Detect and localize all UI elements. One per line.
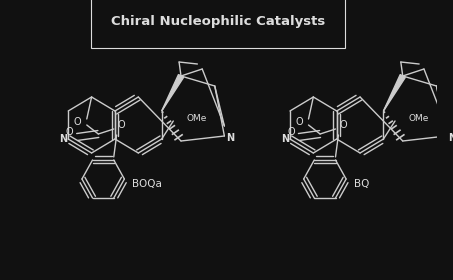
Text: OMe: OMe [409, 113, 429, 123]
Text: N: N [226, 133, 234, 143]
Text: N: N [448, 133, 453, 143]
Text: N: N [59, 134, 67, 144]
Text: BOQa: BOQa [132, 179, 162, 189]
Text: O: O [339, 120, 347, 130]
Text: O: O [287, 127, 295, 137]
Text: O: O [295, 117, 303, 127]
Text: O: O [73, 117, 81, 127]
Text: Chiral Nucleophilic Catalysts: Chiral Nucleophilic Catalysts [111, 15, 325, 28]
Text: O: O [118, 120, 125, 130]
Text: O: O [66, 127, 73, 137]
Polygon shape [383, 74, 405, 111]
Text: BQ: BQ [354, 179, 369, 189]
Text: OMe: OMe [187, 113, 207, 123]
Text: N: N [281, 134, 289, 144]
Polygon shape [162, 74, 183, 111]
